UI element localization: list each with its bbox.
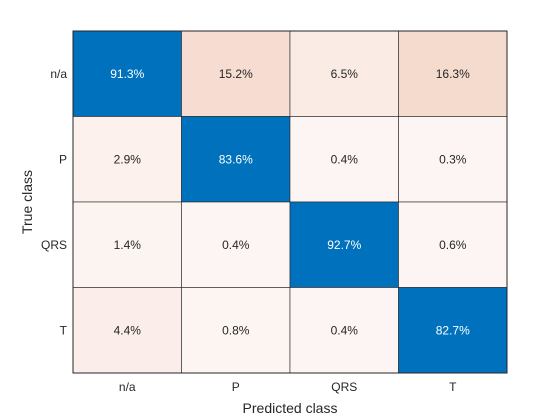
cell-label-0-0: 91.3% (110, 67, 144, 81)
heatmap-cell-1-0 (72, 116, 182, 203)
cell-label-1-2: 0.4% (331, 152, 359, 166)
heatmap-cell-1-3 (398, 116, 508, 203)
heatmap-cell-1-2 (289, 116, 399, 203)
heatmap-cell-3-1 (181, 287, 291, 374)
cell-label-3-0: 4.4% (114, 323, 142, 337)
cell-label-2-1: 0.4% (222, 238, 250, 252)
x-tick-label: P (232, 380, 240, 394)
cell-label-2-3: 0.6% (439, 238, 467, 252)
x-tick-label: T (449, 380, 457, 394)
y-tick-label: P (59, 152, 67, 166)
heatmap-cell-3-3 (398, 287, 508, 374)
heatmap-cell-1-1 (181, 116, 291, 203)
heatmap-cell-3-0 (72, 287, 182, 374)
x-tick-label: QRS (331, 380, 357, 394)
x-tick-label: n/a (119, 380, 136, 394)
cell-label-1-1: 83.6% (219, 152, 253, 166)
y-tick-label: T (60, 323, 68, 337)
cell-label-3-2: 0.4% (331, 323, 359, 337)
heatmap-cell-3-2 (289, 287, 399, 374)
cell-label-3-1: 0.8% (222, 323, 250, 337)
cell-label-2-2: 92.7% (327, 238, 361, 252)
x-axis-title: Predicted class (243, 400, 338, 416)
heatmap-cell-2-3 (398, 201, 508, 288)
y-tick-labels: n/a P QRS T (41, 67, 68, 338)
cell-label-1-0: 2.9% (114, 152, 142, 166)
cell-value-labels: 91.3% 15.2% 6.5% 16.3% 2.9% 83.6% 0.4% 0.3% 1.4%… (110, 67, 470, 338)
cell-label-1-3: 0.3% (439, 152, 467, 166)
cell-label-0-1: 15.2% (219, 67, 253, 81)
cell-label-0-2: 6.5% (331, 67, 359, 81)
heatmap-cells (72, 30, 508, 374)
heatmap-cell-2-1 (181, 201, 291, 288)
cell-label-0-3: 16.3% (436, 67, 470, 81)
y-axis-title: True class (19, 170, 35, 234)
y-tick-label: QRS (41, 238, 67, 252)
plot-frame (72, 30, 508, 374)
heatmap-cell-0-1 (181, 30, 291, 117)
heatmap-cell-0-3 (398, 30, 508, 117)
x-tick-labels: n/a P QRS T (119, 380, 457, 394)
heatmap-cell-0-0 (72, 30, 182, 117)
y-tick-label: n/a (50, 67, 67, 81)
cell-label-2-0: 1.4% (114, 238, 142, 252)
cell-label-3-3: 82.7% (436, 323, 470, 337)
